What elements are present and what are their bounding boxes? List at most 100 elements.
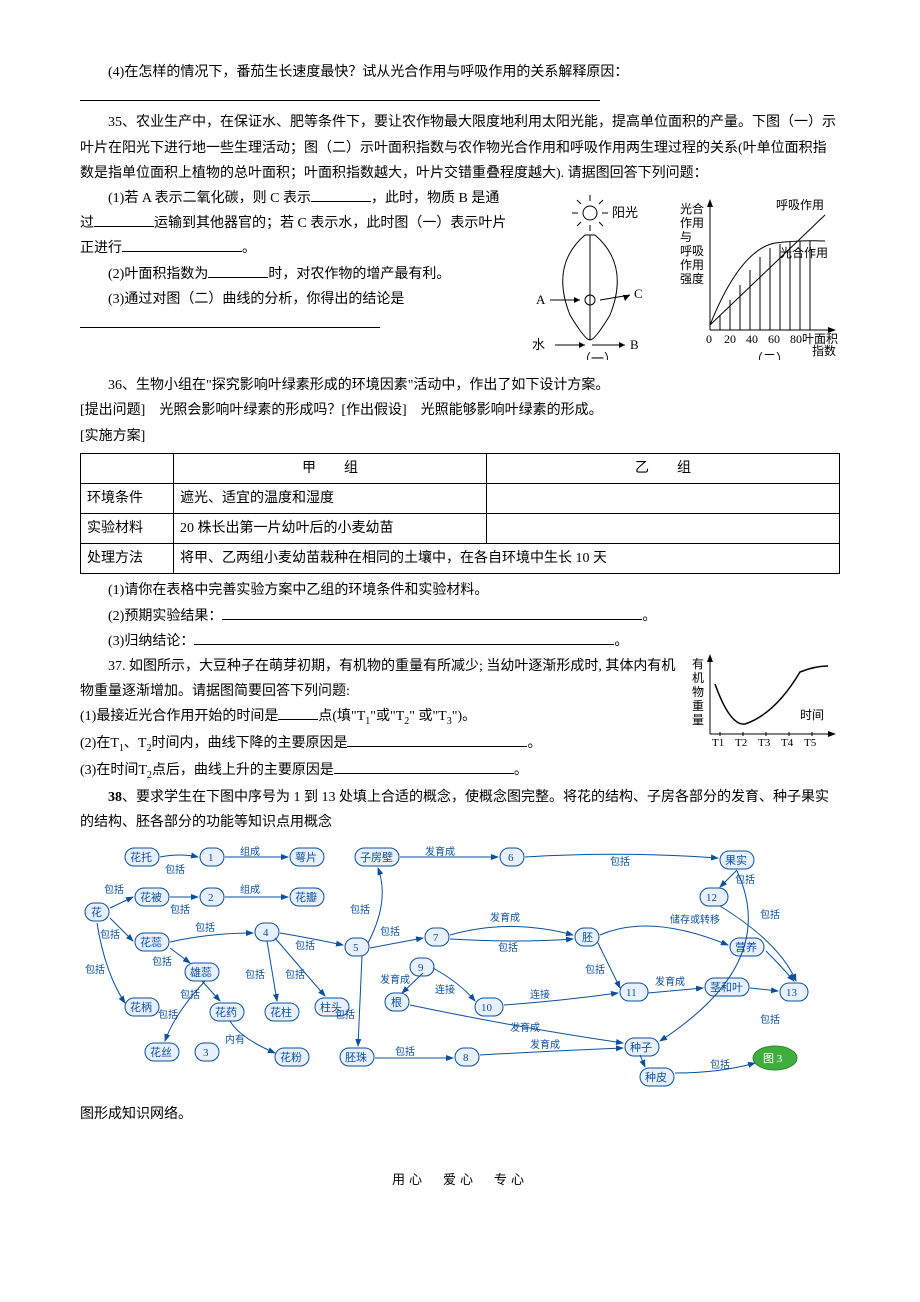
svg-text:包括: 包括: [245, 968, 265, 981]
svg-text:发育成: 发育成: [530, 1038, 560, 1051]
r2c1: 实验材料: [81, 514, 174, 544]
svg-text:包括: 包括: [760, 1013, 780, 1026]
q35-2b: 时，对农作物的增产最有利。: [268, 267, 450, 282]
q35-intro: 35、农业生产中，在保证水、肥等条件下，要让农作物最大限度地利用太阳光能，提高单…: [80, 110, 840, 186]
fig2-photo: 光合作用: [780, 245, 828, 260]
svg-text:2: 2: [208, 892, 214, 904]
q36-item1: (1)请你在表格中完善实验方案中乙组的环境条件和实验材料。: [80, 578, 840, 603]
node-pei: 胚: [575, 928, 599, 946]
svg-text:包括: 包括: [395, 1045, 415, 1058]
blank[interactable]: [278, 719, 318, 720]
node-huabei: 花被: [135, 888, 169, 906]
t5: T5: [804, 737, 817, 749]
blank[interactable]: [347, 746, 527, 747]
svg-text:发育成: 发育成: [380, 973, 410, 986]
svg-text:1: 1: [208, 852, 214, 864]
q34-blank-line: [80, 85, 840, 110]
svg-text:花: 花: [91, 906, 102, 919]
blank[interactable]: [194, 644, 614, 645]
period: 。: [642, 609, 656, 624]
blank[interactable]: [80, 327, 380, 328]
t4: T4: [781, 737, 794, 749]
svg-text:根: 根: [391, 995, 402, 1009]
x20: 20: [724, 332, 736, 346]
node-huafen: 花粉: [275, 1048, 309, 1066]
node-1[interactable]: 1: [200, 848, 224, 866]
svg-text:3: 3: [203, 1047, 209, 1059]
q37-2a: (2)在T: [80, 736, 119, 751]
fig2-xl2: 指数: [812, 343, 836, 358]
q37-1b: 点(填"T: [318, 709, 365, 724]
svg-text:包括: 包括: [350, 903, 370, 916]
svg-text:胚珠: 胚珠: [345, 1050, 367, 1064]
blank[interactable]: [334, 773, 514, 774]
svg-text:包括: 包括: [85, 963, 105, 976]
node-12[interactable]: 12: [700, 888, 728, 906]
q37-1e: ")。: [452, 709, 476, 724]
svg-text:包括: 包括: [498, 941, 518, 954]
svg-text:7: 7: [433, 932, 439, 944]
node-huaban: 花瓣: [290, 888, 324, 906]
svg-text:花药: 花药: [215, 1006, 237, 1019]
period: 。: [614, 634, 628, 649]
node-yy: 营养: [730, 938, 764, 956]
svg-text:内有: 内有: [225, 1033, 245, 1046]
svg-text:花柄: 花柄: [130, 1001, 152, 1014]
q37-1a: (1)最接近光合作用开始的时间是: [80, 709, 278, 724]
node-xr: 雄蕊: [185, 963, 219, 981]
svg-text:包括: 包括: [380, 925, 400, 938]
blank[interactable]: [222, 619, 642, 620]
svg-text:储存或转移: 储存或转移: [670, 913, 720, 926]
node-zhongpi: 种皮: [640, 1068, 674, 1086]
node-8[interactable]: 8: [455, 1048, 479, 1066]
svg-text:包括: 包括: [165, 863, 185, 876]
svg-text:萼片: 萼片: [295, 851, 317, 864]
node-5[interactable]: 5: [345, 938, 369, 956]
node-10[interactable]: 10: [475, 998, 503, 1016]
node-2[interactable]: 2: [200, 888, 224, 906]
long-blank[interactable]: [80, 100, 600, 101]
yl1: 有: [692, 657, 704, 671]
node-zhongzi: 种子: [625, 1038, 659, 1056]
svg-text:花托: 花托: [130, 850, 152, 864]
fig1-sun: 阳光: [612, 205, 638, 220]
svg-text:包括: 包括: [335, 1008, 355, 1021]
svg-text:组成: 组成: [240, 845, 260, 858]
node-13[interactable]: 13: [780, 983, 808, 1001]
fig2-yl5: 作用: [680, 258, 704, 272]
node-6[interactable]: 6: [500, 848, 524, 866]
svg-text:包括: 包括: [295, 939, 315, 952]
svg-text:花瓣: 花瓣: [295, 890, 317, 904]
fig2-yl3: 与: [680, 230, 692, 244]
x0: 0: [706, 332, 712, 346]
node-huazhu: 花柱: [265, 1003, 299, 1021]
blank[interactable]: [94, 226, 154, 227]
svg-text:包括: 包括: [760, 908, 780, 921]
q37-1d: " 或"T: [409, 709, 446, 724]
x40: 40: [746, 332, 758, 346]
svg-text:花柱: 花柱: [270, 1005, 292, 1019]
blank[interactable]: [311, 201, 371, 202]
q35-svg: 阳光 A C B 水 （一） 光合 作用 与 呼吸 作用 强度: [520, 190, 840, 360]
x80: 80: [790, 332, 802, 346]
fig2-caption: （二）: [750, 351, 789, 360]
q36-item2: (2)预期实验结果：。: [80, 604, 840, 629]
svg-text:8: 8: [463, 1052, 469, 1064]
node-3[interactable]: 3: [195, 1043, 219, 1061]
r1c3[interactable]: [487, 483, 840, 513]
r2c3[interactable]: [487, 514, 840, 544]
r3c2: 将甲、乙两组小麦幼苗栽种在相同的土壤中，在各自环境中生长 10 天: [174, 544, 840, 574]
fig1-C: C: [634, 286, 643, 301]
svg-text:发育成: 发育成: [655, 975, 685, 988]
svg-text:包括: 包括: [100, 928, 120, 941]
node-7[interactable]: 7: [425, 928, 449, 946]
fig2-yl2: 作用: [680, 216, 704, 230]
node-11[interactable]: 11: [620, 983, 648, 1001]
x60: 60: [768, 332, 780, 346]
svg-text:子房壁: 子房壁: [360, 850, 393, 864]
fig2-resp: 呼吸作用: [776, 198, 824, 212]
blank[interactable]: [208, 277, 268, 278]
svg-text:包括: 包括: [104, 883, 124, 896]
node-epian: 萼片: [290, 848, 324, 866]
blank[interactable]: [122, 251, 242, 252]
